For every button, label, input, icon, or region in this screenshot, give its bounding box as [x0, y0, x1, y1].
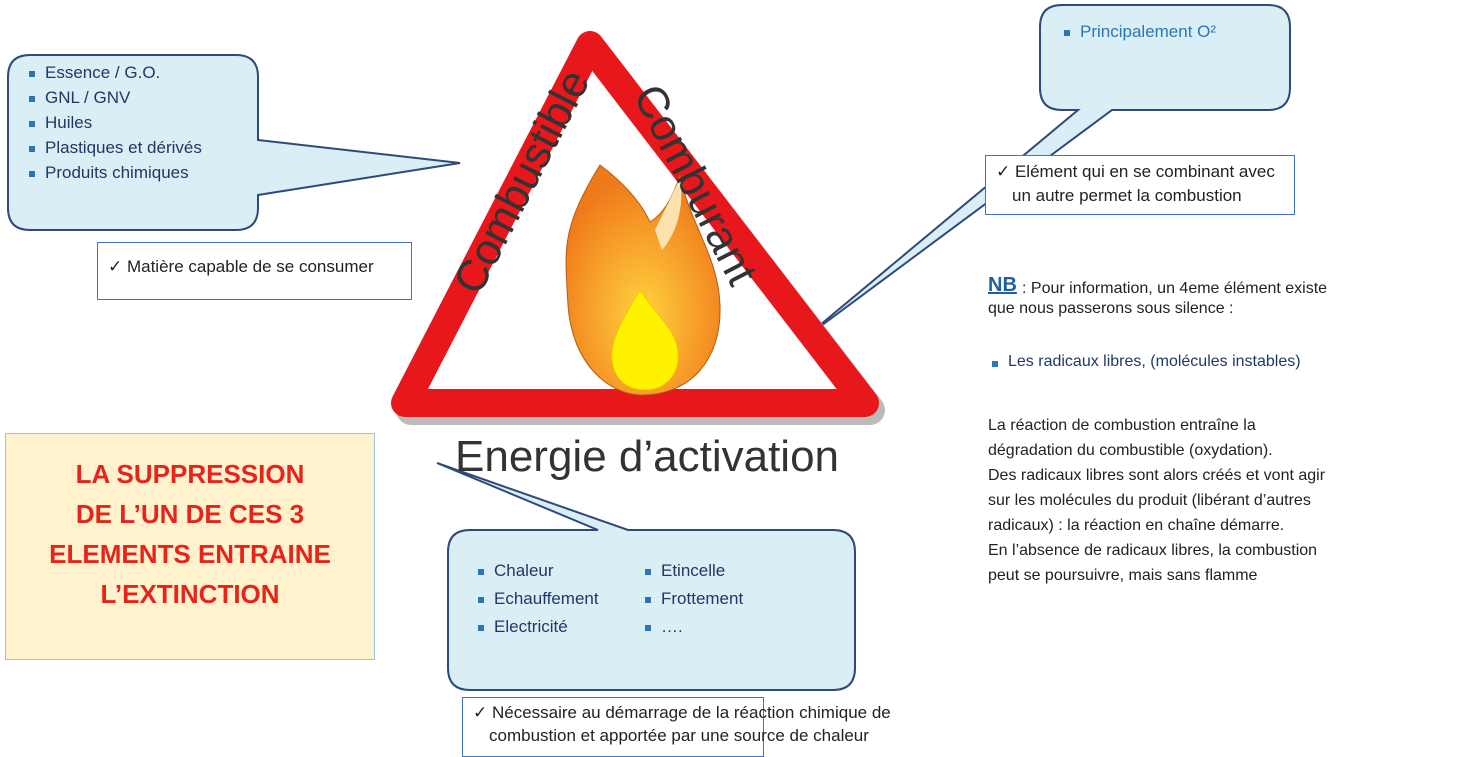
bullet	[1064, 30, 1070, 36]
paragraph-line: radicaux) : la réaction en chaîne démarr…	[988, 517, 1284, 535]
bullet	[29, 71, 35, 77]
bullet	[29, 121, 35, 127]
energy-item: Echauffement	[494, 589, 599, 609]
triangle-label: Energie d’activation	[455, 432, 839, 482]
bullet	[29, 96, 35, 102]
bullet	[645, 597, 651, 603]
note-text: ✓ Nécessaire au démarrage de la réaction…	[473, 703, 891, 723]
bullet	[645, 625, 651, 631]
note-box: ✓ Matière capable de se consumer	[97, 242, 412, 300]
note-text: un autre permet la combustion	[1012, 186, 1242, 206]
fuel-item: Produits chimiques	[45, 163, 189, 183]
note-text: combustion et apportée par une source de…	[489, 726, 869, 746]
paragraph-line: Des radicaux libres sont alors créés et …	[988, 467, 1325, 485]
paragraph-line: dégradation du combustible (oxydation).	[988, 442, 1273, 460]
paragraph-line: sur les molécules du produit (libérant d…	[988, 492, 1311, 510]
nb-label: NB	[988, 274, 1017, 297]
bullet	[478, 625, 484, 631]
bullet	[645, 569, 651, 575]
fuel-item: Plastiques et dérivés	[45, 138, 202, 158]
energy-item: Etincelle	[661, 561, 725, 581]
paragraph-line: En l’absence de radicaux libres, la comb…	[988, 542, 1317, 560]
energy-item: Chaleur	[494, 561, 554, 581]
warning-line: DE L’UN DE CES 3	[6, 494, 374, 534]
warning-line: ELEMENTS ENTRAINE	[6, 534, 374, 574]
fuel-item: Huiles	[45, 113, 92, 133]
bullet	[992, 361, 998, 367]
warning-line: L’EXTINCTION	[6, 574, 374, 614]
bullet	[29, 171, 35, 177]
warning-box: LA SUPPRESSION DE L’UN DE CES 3 ELEMENTS…	[5, 433, 375, 660]
nb-text: que nous passerons sous silence :	[988, 300, 1233, 318]
paragraph-line: peut se poursuivre, mais sans flamme	[988, 567, 1257, 585]
note-box: ✓ Elément qui en se combinant avec un au…	[985, 155, 1295, 215]
energy-item: Electricité	[494, 617, 568, 637]
energy-item: ….	[661, 617, 683, 637]
note-text: ✓ Elément qui en se combinant avec	[996, 162, 1275, 182]
bullet	[478, 597, 484, 603]
energy-item: Frottement	[661, 589, 743, 609]
nb-bullet: Les radicaux libres, (molécules instable…	[1008, 353, 1301, 371]
oxidizer-item: Principalement O²	[1080, 22, 1216, 42]
note-text: ✓ Matière capable de se consumer	[108, 257, 374, 277]
paragraph-line: La réaction de combustion entraîne la	[988, 417, 1256, 435]
fuel-item: Essence / G.O.	[45, 63, 160, 83]
nb-text: : Pour information, un 4eme élément exis…	[1022, 280, 1327, 298]
fuel-item: GNL / GNV	[45, 88, 130, 108]
bullet	[29, 146, 35, 152]
warning-line: LA SUPPRESSION	[6, 454, 374, 494]
note-box: ✓ Nécessaire au démarrage de la réaction…	[462, 697, 764, 757]
page: Essence / G.O. GNL / GNV Huiles Plastiqu…	[0, 0, 1477, 743]
bullet	[478, 569, 484, 575]
